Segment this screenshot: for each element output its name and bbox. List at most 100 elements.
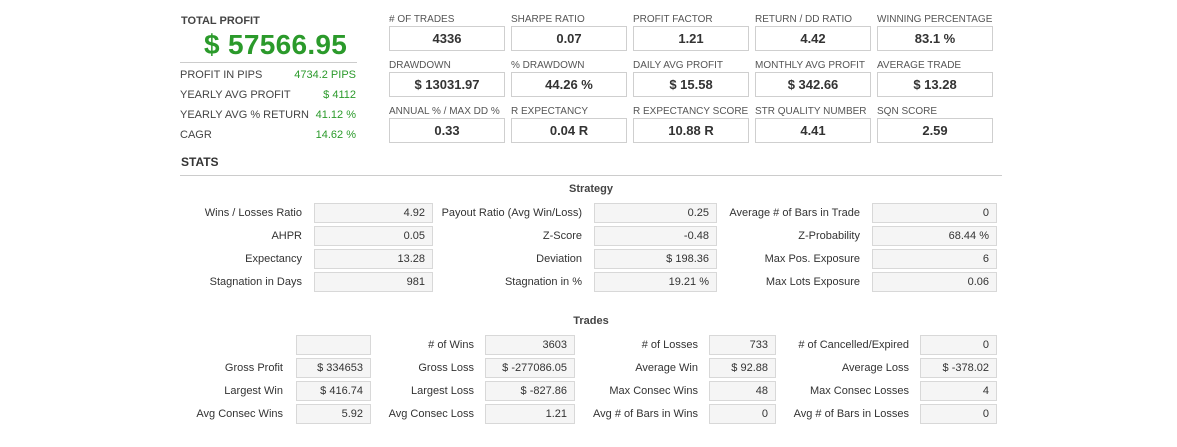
strategy-value: 6	[872, 249, 997, 269]
metric-label: PROFIT FACTOR	[633, 14, 713, 25]
trades-label: Average Win	[635, 362, 698, 374]
total-profit-value: $ 57566.95	[204, 29, 348, 60]
strategy-label: Deviation	[536, 253, 582, 265]
trades-label: # of Wins	[428, 339, 474, 351]
yearly-avg-return-row: YEARLY AVG % RETURN 41.12 %	[180, 106, 356, 126]
trades-label: Avg # of Bars in Losses	[793, 408, 909, 420]
metric-value: 0.04 R	[511, 118, 627, 143]
strategy-value: 0.25	[594, 203, 717, 223]
strategy-label: Average # of Bars in Trade	[729, 207, 860, 219]
trades-section-title-wrap: Trades	[180, 315, 1002, 327]
metric-value: $ 13.28	[877, 72, 993, 97]
metric-label: WINNING PERCENTAGE	[877, 14, 993, 25]
strategy-value: 0	[872, 203, 997, 223]
strategy-label: Max Lots Exposure	[765, 276, 860, 288]
trades-label: Gross Profit	[224, 362, 283, 374]
trades-label: Max Consec Losses	[809, 385, 909, 397]
metric-value: 44.26 %	[511, 72, 627, 97]
metric-label: R EXPECTANCY SCORE	[633, 106, 749, 117]
metric-value: $ 13031.97	[389, 72, 505, 97]
trades-value: 0	[920, 335, 997, 355]
strategy-value: -0.48	[594, 226, 717, 246]
trades-value: 0	[709, 404, 776, 424]
strategy-label: Stagnation in Days	[209, 276, 302, 288]
strategy-title: Strategy	[568, 183, 614, 195]
metric-label: SQN SCORE	[877, 106, 938, 117]
profit-in-pips-row: PROFIT IN PIPS 4734.2 PIPS	[180, 66, 356, 86]
yearly-avg-profit-label: YEARLY AVG PROFIT	[180, 89, 291, 101]
metric-label: # OF TRADES	[389, 14, 455, 25]
strategy-value: 68.44 %	[872, 226, 997, 246]
metric-value: 83.1 %	[877, 26, 993, 51]
strategy-value: 13.28	[314, 249, 433, 269]
metric-label: SHARPE RATIO	[511, 14, 585, 25]
metric-label: R EXPECTANCY	[511, 106, 589, 117]
yearly-avg-return-value: 41.12 %	[315, 109, 356, 121]
yearly-avg-profit-value: $ 4112	[323, 89, 356, 101]
metric-value: 2.59	[877, 118, 993, 143]
trades-value: $ -827.86	[485, 381, 575, 401]
trades-value: $ -277086.05	[485, 358, 575, 378]
strategy-label: Payout Ratio (Avg Win/Loss)	[441, 207, 582, 219]
metric-value: 0.33	[389, 118, 505, 143]
trades-label: Avg Consec Loss	[388, 408, 474, 420]
trades-title: Trades	[573, 315, 609, 327]
metric-value: 0.07	[511, 26, 627, 51]
trades-value: 733	[709, 335, 776, 355]
trades-label: # of Cancelled/Expired	[798, 339, 909, 351]
strategy-value: 4.92	[314, 203, 433, 223]
metric-value: 1.21	[633, 26, 749, 51]
trades-label: Avg # of Bars in Wins	[593, 408, 698, 420]
strategy-value: 0.05	[314, 226, 433, 246]
strategy-value: 0.06	[872, 272, 997, 292]
trades-label: Avg Consec Wins	[196, 408, 283, 420]
yearly-avg-return-label: YEARLY AVG % RETURN	[180, 109, 309, 121]
strategy-value: $ 198.36	[594, 249, 717, 269]
metric-value: 4.41	[755, 118, 871, 143]
strategy-label: AHPR	[271, 230, 302, 242]
trades-value: 1.21	[485, 404, 575, 424]
cagr-value: 14.62 %	[315, 129, 356, 141]
yearly-avg-profit-row: YEARLY AVG PROFIT $ 4112	[180, 86, 356, 106]
trades-label: Average Loss	[841, 362, 909, 374]
metric-label: AVERAGE TRADE	[877, 60, 962, 71]
profit-in-pips-value: 4734.2 PIPS	[294, 69, 356, 81]
strategy-label: Z-Probability	[798, 230, 860, 242]
trades-value: $ 334653	[296, 358, 371, 378]
cagr-row: CAGR 14.62 %	[180, 126, 356, 146]
metric-label: MONTHLY AVG PROFIT	[755, 60, 866, 71]
profit-in-pips-label: PROFIT IN PIPS	[180, 69, 263, 81]
trades-value: 48	[709, 381, 776, 401]
trades-label: # of Losses	[641, 339, 698, 351]
trades-label: Largest Win	[224, 385, 283, 397]
metric-label: ANNUAL % / MAX DD %	[389, 106, 500, 117]
trades-label: Max Consec Wins	[609, 385, 698, 397]
trades-value: 4	[920, 381, 997, 401]
metric-value: 4.42	[755, 26, 871, 51]
trades-label: Gross Loss	[418, 362, 474, 374]
stats-heading: STATS	[181, 155, 219, 169]
metric-value: $ 15.58	[633, 72, 749, 97]
strategy-label: Wins / Losses Ratio	[204, 207, 302, 219]
metric-label: DAILY AVG PROFIT	[633, 60, 724, 71]
trades-value: $ 416.74	[296, 381, 371, 401]
trades-value: 5.92	[296, 404, 371, 424]
metric-label: RETURN / DD RATIO	[755, 14, 853, 25]
trades-value: 3603	[485, 335, 575, 355]
metric-label: % DRAWDOWN	[511, 60, 585, 71]
stats-divider	[180, 175, 1002, 176]
strategy-label: Stagnation in %	[504, 276, 582, 288]
trades-value	[296, 335, 371, 355]
strategy-section-title-wrap: Strategy	[180, 183, 1002, 195]
metric-label: STR QUALITY NUMBER	[755, 106, 867, 117]
trades-label: Largest Loss	[411, 385, 474, 397]
strategy-label: Z-Score	[542, 230, 582, 242]
strategy-value: 19.21 %	[594, 272, 717, 292]
strategy-label: Max Pos. Exposure	[764, 253, 860, 265]
strategy-value: 981	[314, 272, 433, 292]
trades-value: $ -378.02	[920, 358, 997, 378]
summary-divider	[180, 62, 357, 63]
strategy-label: Expectancy	[245, 253, 302, 265]
trades-value: 0	[920, 404, 997, 424]
metric-label: DRAWDOWN	[389, 60, 451, 71]
